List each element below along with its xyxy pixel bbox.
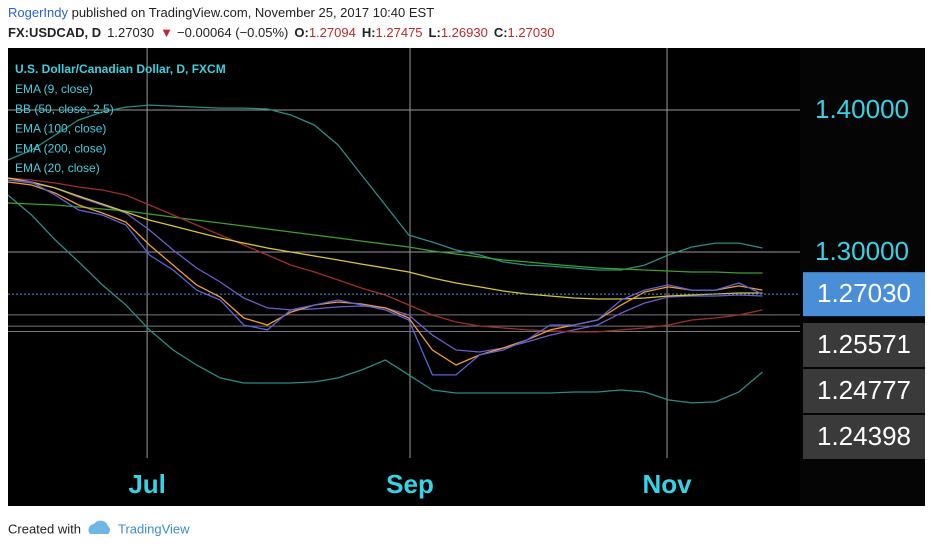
bb-lower bbox=[7, 194, 763, 404]
last: 1.27030 bbox=[107, 25, 154, 40]
ohlc-label: L: bbox=[429, 25, 441, 40]
legend-entry: EMA (9, close) bbox=[15, 82, 93, 96]
footer-created: Created with bbox=[8, 521, 81, 536]
legend-entry: EMA (20, close) bbox=[15, 161, 100, 175]
publish-line: RogerIndy published on TradingView.com, … bbox=[8, 5, 434, 20]
last-price-label: 1.27030 bbox=[817, 278, 911, 308]
y-tick-label: 1.30000 bbox=[815, 236, 909, 266]
legend-entry: EMA (200, close) bbox=[15, 141, 106, 155]
axes: 1.40000 1.30000 Jul Sep Nov 1.25571 1.24777 1.2… bbox=[128, 94, 925, 499]
quote-line: FX:USDCAD, D 1.27030 ▼ −0.00064 (−0.05%) O:1… bbox=[8, 25, 555, 40]
indicator-line bbox=[7, 202, 763, 274]
legend: U.S. Dollar/Canadian Dollar, D, FXCM EMA … bbox=[15, 62, 226, 175]
legend-entry: U.S. Dollar/Canadian Dollar, D, FXCM bbox=[15, 62, 226, 76]
price-line bbox=[7, 179, 763, 376]
ohlc-value: 1.27094 bbox=[309, 25, 356, 40]
ohlc-label: H: bbox=[362, 25, 376, 40]
ohlc-label: O: bbox=[294, 25, 308, 40]
ohlc-value: 1.27475 bbox=[376, 25, 423, 40]
direction: ▼ bbox=[160, 25, 173, 40]
published: published on TradingView.com, November 2… bbox=[68, 5, 434, 20]
ohlc-value: 1.26930 bbox=[441, 25, 488, 40]
plot-frame bbox=[8, 48, 925, 506]
level-label: 1.24777 bbox=[817, 375, 911, 405]
level-label-box bbox=[803, 415, 925, 459]
x-tick-label: Sep bbox=[386, 469, 434, 499]
footer-brand[interactable]: TradingView bbox=[118, 521, 190, 536]
level-label-box bbox=[803, 369, 925, 413]
plot bbox=[7, 104, 800, 404]
x-tick-label: Jul bbox=[128, 469, 166, 499]
legend-entry: BB (50, close, 2.5) bbox=[15, 102, 114, 116]
level-label-box bbox=[803, 323, 925, 367]
x-tick-label: Nov bbox=[642, 469, 692, 499]
brand-logo[interactable] bbox=[88, 520, 110, 534]
indicator-line bbox=[7, 177, 763, 300]
symbol: FX:USDCAD, D bbox=[8, 25, 101, 40]
change: −0.00064 (−0.05%) bbox=[177, 25, 288, 40]
user[interactable]: RogerIndy bbox=[8, 5, 68, 20]
indicator-line bbox=[7, 177, 763, 333]
last-price-box bbox=[803, 272, 925, 317]
level-label: 1.24398 bbox=[817, 421, 911, 451]
ohlc-value: 1.27030 bbox=[508, 25, 555, 40]
level-label: 1.25571 bbox=[817, 329, 911, 359]
ohlc: O:1.27094 H:1.27475 L:1.26930 C:1.27030 bbox=[294, 25, 554, 40]
y-tick-label: 1.40000 bbox=[815, 94, 909, 124]
indicator-line bbox=[7, 181, 763, 366]
legend-entry: EMA (100, close) bbox=[15, 122, 106, 136]
ohlc-label: C: bbox=[494, 25, 508, 40]
bb-upper bbox=[7, 104, 763, 271]
